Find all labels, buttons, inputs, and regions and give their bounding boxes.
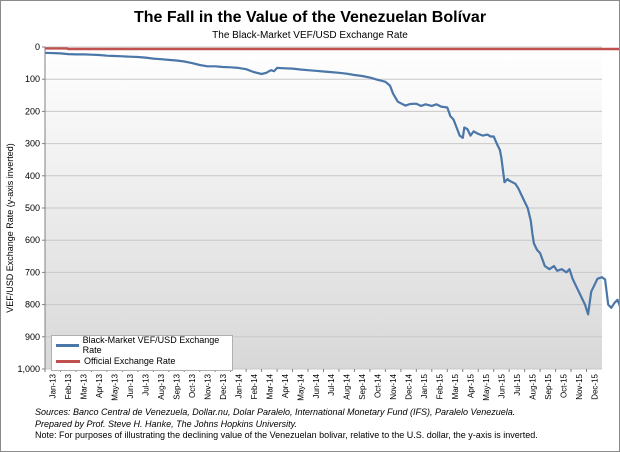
sources-note: Sources: Banco Central de Venezuela, Dol… [35, 407, 516, 417]
black-market-line [44, 51, 619, 316]
x-tick-label: Jun-15 [497, 373, 506, 398]
x-tick-label: Mar-14 [265, 373, 274, 399]
x-tick-label: Jun-13 [126, 373, 135, 398]
x-tick-label: Nov-15 [575, 373, 584, 399]
legend-swatch-black-market [56, 343, 79, 347]
x-tick-label: Apr-14 [281, 373, 290, 398]
x-tick-label: Nov-14 [389, 373, 398, 399]
series-lines [44, 47, 619, 316]
y-tick-label: 700 [25, 267, 40, 277]
x-tick-label: Mar-13 [80, 373, 89, 399]
x-axis-ticks: Jan-13 Feb-13 Mar-13 Apr-13 May-13 Jun-13 Jul-… [44, 369, 599, 401]
x-tick-label: Sep-15 [544, 373, 553, 399]
y-tick-label: 0 [35, 42, 40, 52]
y-tick-label: 200 [25, 106, 40, 116]
y-tick-label: 500 [25, 203, 40, 213]
legend-swatch-official [56, 359, 80, 363]
y-axis-label: VEF/USD Exchange Rate (y-axis inverted) [5, 143, 15, 313]
x-tick-label: Jul-13 [142, 373, 151, 395]
x-tick-label: Dec-14 [405, 373, 414, 399]
x-tick-label: Apr-13 [95, 373, 104, 398]
chart-title: The Fall in the Value of the Venezuelan … [133, 9, 487, 26]
x-tick-label: Mar-15 [451, 373, 460, 399]
x-tick-label: Aug-14 [343, 373, 352, 399]
x-tick-label: Dec-13 [219, 373, 228, 399]
x-tick-label: Oct-13 [188, 373, 197, 398]
official-rate-line [45, 47, 619, 51]
legend-item-black-market: Black-Market VEF/USD Exchange Rate [56, 335, 232, 355]
y-tick-label: 400 [25, 171, 40, 181]
x-tick-label: Jun-14 [312, 373, 321, 398]
x-tick-label: Oct-14 [374, 373, 383, 398]
x-tick-label: Oct-15 [559, 373, 568, 398]
x-tick-label: Apr-15 [466, 373, 475, 398]
x-tick-label: Feb-15 [436, 373, 445, 399]
y-tick-label: 300 [25, 139, 40, 149]
x-tick-label: May-14 [296, 373, 305, 400]
x-tick-label: Jan-15 [420, 373, 429, 398]
x-tick-label: Dec-15 [590, 373, 599, 399]
y-tick-label: 900 [25, 332, 40, 342]
x-tick-label: May-15 [482, 373, 491, 400]
legend-label-official: Official Exchange Rate [84, 356, 176, 366]
x-tick-label: Jul-15 [513, 373, 522, 395]
y-tick-label: 800 [25, 300, 40, 310]
x-tick-label: Jan-13 [49, 373, 58, 398]
y-tick-label: 1,000 [17, 364, 40, 374]
y-tick-label: 100 [25, 74, 40, 84]
chart-subtitle: The Black-Market VEF/USD Exchange Rate [212, 30, 408, 41]
legend-item-official: Official Exchange Rate [56, 354, 175, 368]
x-tick-label: Jul-14 [327, 373, 336, 395]
y-axis-ticks: 0 100 200 300 400 500 600 700 800 900 1,000 [17, 42, 45, 374]
chart-notes: Sources: Banco Central de Venezuela, Dol… [35, 407, 538, 442]
legend-label-black-market: Black-Market VEF/USD Exchange Rate [82, 335, 220, 355]
x-tick-label: Sep-14 [358, 373, 367, 399]
x-tick-label: Aug-15 [528, 373, 537, 399]
legend: Black-Market VEF/USD Exchange Rate Offic… [51, 335, 233, 371]
x-tick-label: Nov-13 [203, 373, 212, 399]
y-tick-label: 600 [25, 235, 40, 245]
x-tick-label: Aug-13 [157, 373, 166, 399]
x-tick-label: Feb-14 [250, 373, 259, 399]
x-tick-label: Sep-13 [173, 373, 182, 399]
x-tick-label: Feb-13 [64, 373, 73, 399]
prepared-by-note: Prepared by Prof. Steve H. Hanke, The Jo… [35, 418, 297, 429]
axis-note: Note: For purposes of illustrating the d… [35, 430, 538, 440]
x-tick-label: Jan-14 [234, 373, 243, 398]
x-tick-label: May-13 [111, 373, 120, 400]
